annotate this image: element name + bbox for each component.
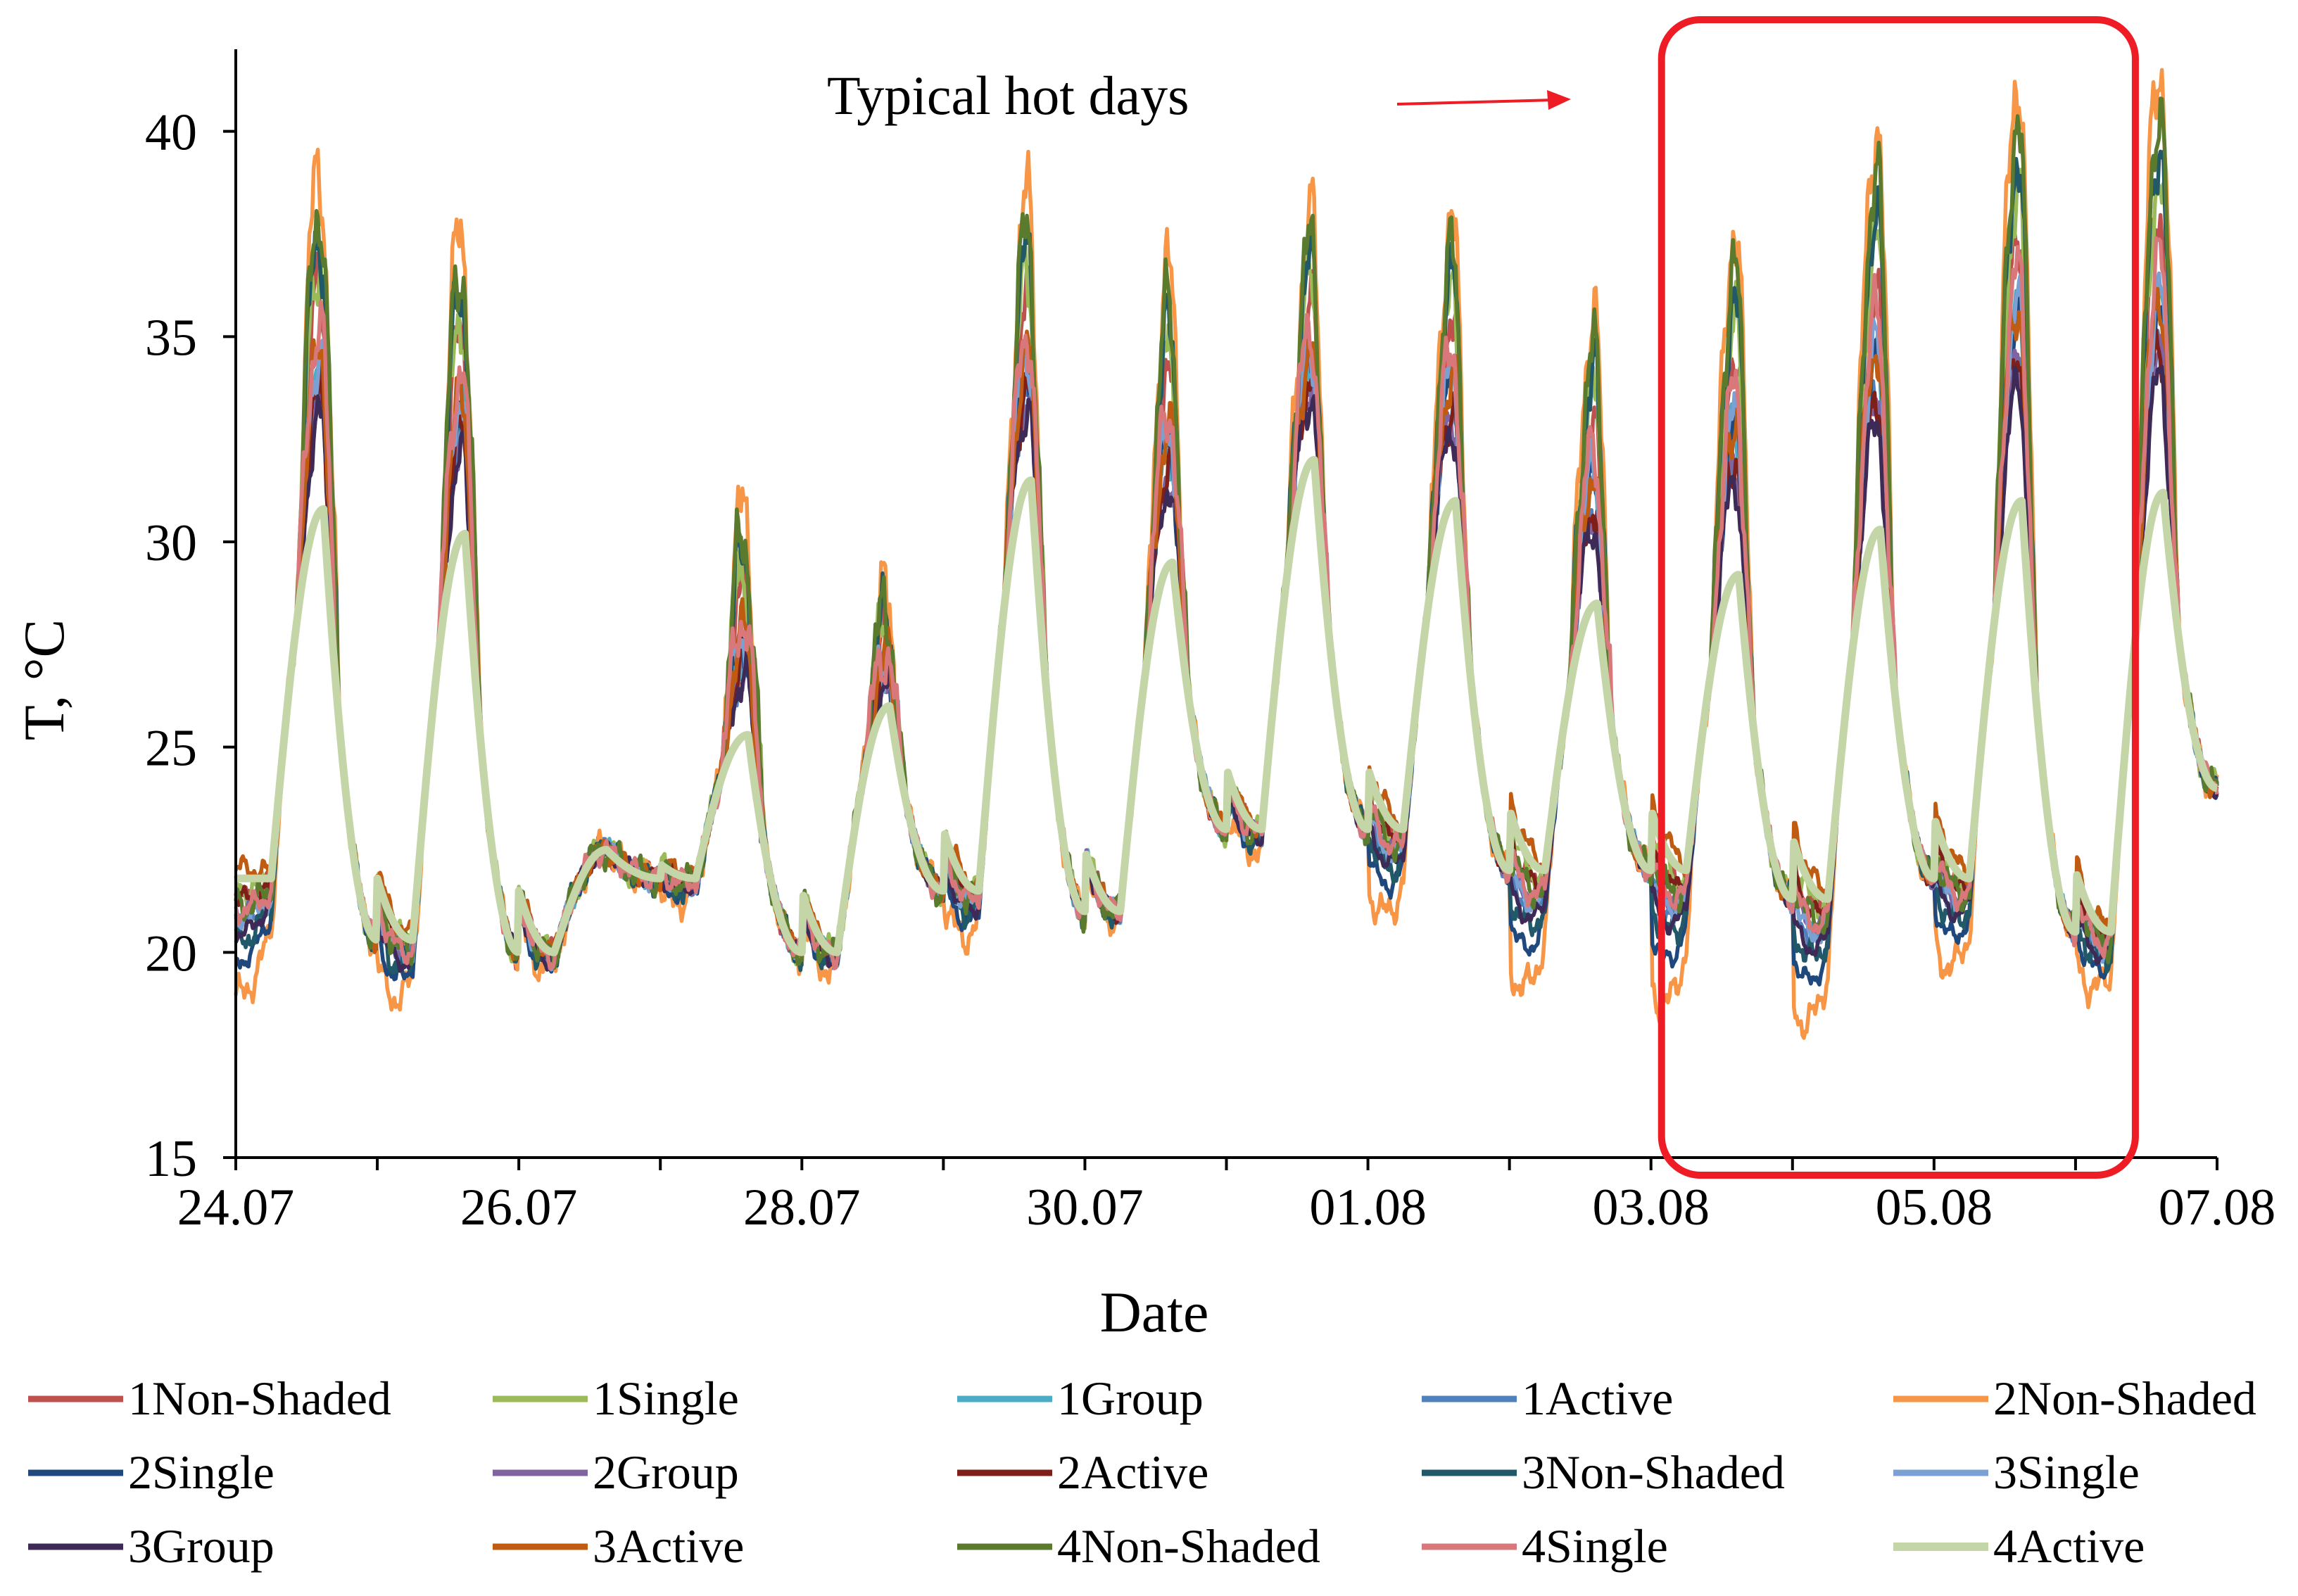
legend-label: 3Single: [1993, 1445, 2140, 1499]
plot-series: [233, 68, 2220, 1040]
legend-label: 2Single: [128, 1445, 274, 1499]
legend-label: 2Group: [593, 1445, 739, 1499]
x-tick-label: 07.08: [2159, 1179, 2276, 1236]
x-tick-label: 01.08: [1309, 1179, 1427, 1236]
x-tick-label: 30.07: [1026, 1179, 1144, 1236]
legend-label: 2Active: [1057, 1445, 1208, 1499]
y-tick-label: 20: [145, 925, 197, 982]
hot-days-highlight-box: [1658, 16, 2139, 1179]
y-tick-label: 15: [145, 1130, 197, 1188]
x-tick-label: 24.07: [177, 1179, 295, 1236]
legend-label: 3Non-Shaded: [1522, 1445, 1785, 1499]
y-axis-title: T, °C: [12, 619, 76, 741]
legend-label: 1Single: [593, 1372, 739, 1425]
legend: 1Non-Shaded 1Single 1Group 1Active 2Non-Shad…: [28, 1372, 2256, 1573]
series-line-2non-shaded: [234, 68, 2219, 1040]
annotation-arrow-line: [1396, 99, 1556, 106]
legend-label: 4Single: [1522, 1519, 1668, 1573]
x-tick-label: 03.08: [1592, 1179, 1710, 1236]
legend-label: 3Active: [593, 1519, 744, 1573]
annotation-text: Typical hot days: [827, 65, 1189, 126]
legend-label: 1Non-Shaded: [128, 1372, 391, 1425]
legend-label: 1Group: [1057, 1372, 1204, 1425]
y-tick-label: 25: [145, 720, 197, 778]
legend-label: 4Non-Shaded: [1057, 1519, 1320, 1573]
x-tick-label: 28.07: [743, 1179, 861, 1236]
annotation-arrowhead: [1547, 90, 1571, 110]
series-line-2single: [234, 291, 2219, 987]
x-tick-label: 26.07: [460, 1179, 578, 1236]
series-line-3group: [234, 365, 2219, 973]
legend-label: 2Non-Shaded: [1993, 1372, 2256, 1425]
y-tick-label: 40: [145, 104, 197, 162]
series-line-4active: [233, 455, 2220, 956]
legend-label: 4Active: [1993, 1519, 2145, 1573]
legend-label: 1Active: [1522, 1372, 1673, 1425]
y-tick-label: 35: [145, 309, 197, 367]
y-tick-label: 30: [145, 514, 197, 572]
legend-label: 3Group: [128, 1519, 274, 1573]
axes: 15 20 25 30 35 40 24.07 26.07 28.07 30.07 01.08 03.…: [145, 49, 2275, 1236]
x-tick-label: 05.08: [1876, 1179, 1993, 1236]
x-axis-title: Date: [1100, 1280, 1209, 1344]
